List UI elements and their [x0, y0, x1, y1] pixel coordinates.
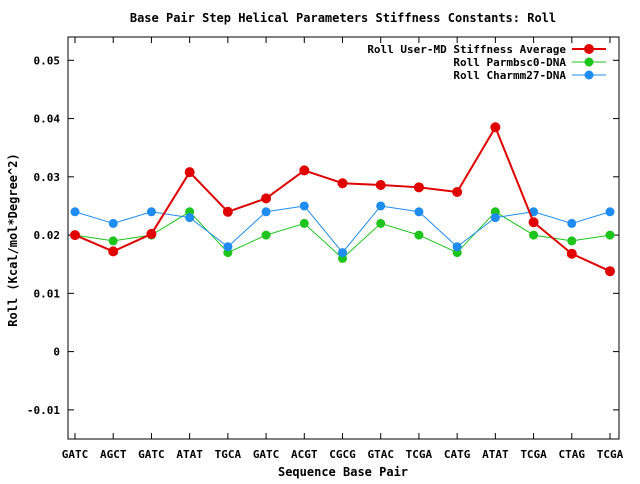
legend-marker [584, 44, 594, 54]
y-tick-label: 0.05 [34, 54, 61, 67]
legend-label: Roll Parmbsc0-DNA [453, 56, 566, 69]
data-point [567, 236, 577, 246]
data-point [490, 122, 501, 133]
y-tick-label: 0.02 [34, 229, 61, 242]
data-point [108, 218, 118, 228]
x-tick-label: CGCG [329, 448, 356, 461]
data-point [299, 165, 310, 176]
data-point [337, 178, 348, 189]
x-tick-label: TCGA [406, 448, 433, 461]
series-layer [70, 122, 615, 277]
x-tick-label: ACGT [291, 448, 318, 461]
y-tick-label: 0 [53, 346, 60, 359]
y-tick-label: -0.01 [27, 404, 60, 417]
x-tick-label: TGCA [215, 448, 242, 461]
data-point [338, 248, 347, 258]
data-point [567, 218, 577, 228]
x-tick-label: ATAT [482, 448, 509, 461]
data-point [452, 242, 462, 252]
data-point [261, 230, 271, 240]
x-axis-label: Sequence Base Pair [278, 465, 408, 479]
x-tick-label: ATAT [176, 448, 203, 461]
data-point [605, 207, 615, 217]
data-point [528, 217, 539, 228]
data-point [414, 207, 424, 217]
data-point [223, 242, 233, 252]
x-axis-ticks: GATC AGCT GATC ATAT TGCA GATC ACGT CGCG GTAC TCGA… [62, 37, 624, 461]
data-point [490, 213, 500, 223]
y-tick-label: 0.03 [34, 171, 61, 184]
data-point [299, 218, 309, 228]
y-axis-ticks: -0.01 0 0.01 0.02 0.03 0.04 0.05 [27, 54, 619, 417]
data-point [108, 236, 118, 246]
data-point [375, 179, 386, 190]
data-point [222, 206, 233, 217]
legend-label: Roll User-MD Stiffness Average [367, 43, 566, 56]
data-point [146, 228, 157, 239]
data-point [605, 266, 615, 277]
data-point [376, 201, 386, 211]
x-tick-label: CTAG [559, 448, 586, 461]
x-tick-label: GTAC [367, 448, 394, 461]
data-point [108, 246, 119, 257]
plot-frame [67, 36, 620, 440]
data-point [452, 186, 463, 197]
data-point [566, 248, 577, 259]
legend-label: Roll Charmm27-DNA [453, 69, 566, 82]
legend-marker [584, 57, 594, 67]
y-axis-label: Roll (Kcal/mol*Degree^2) [6, 153, 20, 326]
x-tick-label: AGCT [100, 448, 127, 461]
data-point [261, 193, 272, 204]
data-point [70, 207, 80, 217]
x-tick-label: GATC [62, 448, 89, 461]
data-point [529, 230, 539, 240]
x-tick-label: TCGA [597, 448, 624, 461]
data-point [605, 230, 615, 240]
data-point [146, 207, 156, 217]
data-point [414, 230, 424, 240]
x-tick-label: TCGA [520, 448, 547, 461]
data-point [70, 230, 80, 241]
chart-title: Base Pair Step Helical Parameters Stiffn… [130, 11, 556, 25]
x-tick-label: GATC [138, 448, 165, 461]
data-point [184, 167, 195, 178]
x-tick-label: GATC [253, 448, 280, 461]
data-point [261, 207, 271, 217]
legend-marker [584, 70, 594, 80]
y-tick-label: 0.04 [34, 113, 61, 126]
data-point [299, 201, 309, 211]
y-tick-label: 0.01 [34, 287, 61, 300]
data-point [376, 218, 386, 228]
data-point [185, 213, 195, 223]
x-tick-label: CATG [444, 448, 471, 461]
data-point [413, 182, 424, 193]
